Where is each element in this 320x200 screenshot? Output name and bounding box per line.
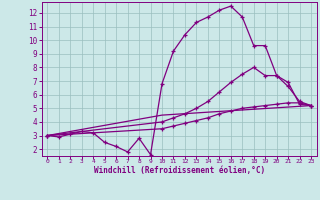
X-axis label: Windchill (Refroidissement éolien,°C): Windchill (Refroidissement éolien,°C) <box>94 166 265 175</box>
